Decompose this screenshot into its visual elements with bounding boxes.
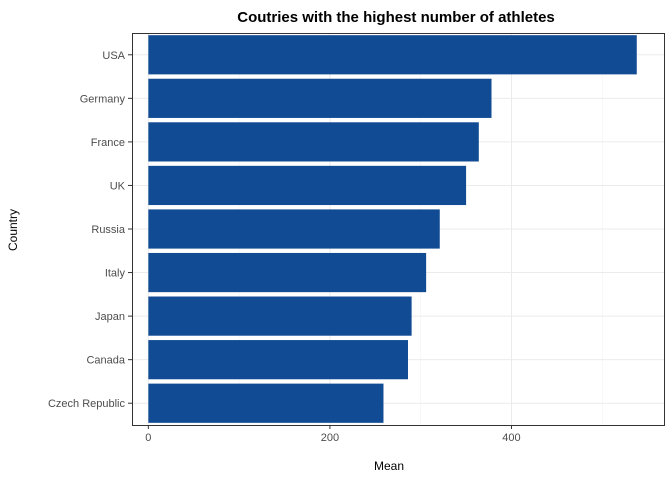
y-tick-label: UK — [110, 180, 126, 192]
bar-czech-republic — [148, 383, 384, 423]
x-tick-label: 400 — [502, 432, 520, 444]
y-tick-label: Italy — [105, 268, 126, 280]
y-tick-label: Germany — [80, 93, 126, 105]
y-tick-label: Japan — [95, 311, 125, 323]
y-tick-label: USA — [102, 50, 125, 62]
bar-germany — [148, 78, 492, 118]
panel-border — [132, 33, 665, 426]
bar-canada — [148, 340, 408, 380]
bar-usa — [148, 35, 637, 75]
y-axis-ticks: USA Germany France UK Russia Italy Japan Canada… — [48, 50, 132, 410]
x-axis-title: Mean — [374, 459, 404, 473]
y-tick-label: France — [91, 137, 125, 149]
x-tick-label: 200 — [321, 432, 339, 444]
x-tick-label: 0 — [145, 432, 151, 444]
bar-italy — [148, 252, 427, 293]
bars — [148, 35, 637, 423]
bar-france — [148, 122, 479, 162]
x-axis-ticks: 0 200 400 — [145, 425, 521, 444]
y-tick-label: Czech Republic — [48, 398, 126, 410]
bar-uk — [148, 165, 467, 206]
bar-japan — [148, 296, 412, 336]
y-tick-label: Canada — [86, 355, 125, 367]
y-axis-title: Country — [6, 209, 20, 251]
y-tick-label: Russia — [91, 224, 126, 236]
chart-title: Coutries with the highest number of athl… — [237, 9, 555, 26]
bar-russia — [148, 209, 440, 249]
